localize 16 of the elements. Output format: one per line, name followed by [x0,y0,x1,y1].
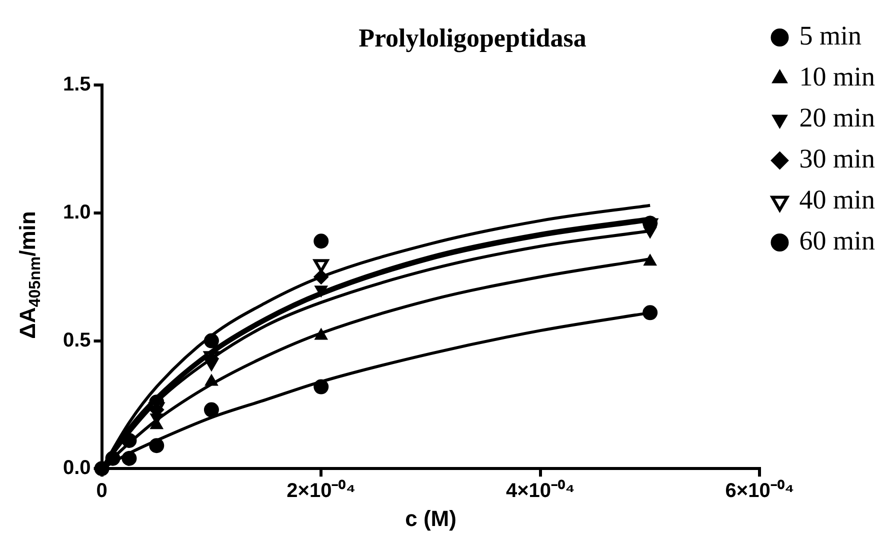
x-tick-label: 0 [96,480,108,502]
y-tick-label: 1.5 [62,74,91,96]
y-tick-label: 0.5 [62,329,91,352]
legend-label: 20 min [799,102,876,133]
legend-label: 10 min [799,62,876,92]
y-tick-label: 0.0 [62,457,91,480]
chart-title: Prolyloligopeptidasa [358,23,586,52]
legend-label: 60 min [799,226,876,256]
legend-label: 5 min [799,20,862,51]
legend-label: 40 min [799,184,876,215]
y-tick-label: 1.0 [62,202,91,224]
x-tick-label: 6×10⁻⁰⁴ [725,479,794,502]
x-tick-label: 4×10⁻⁰⁴ [506,479,575,502]
x-axis-title: c (M) [405,506,456,531]
x-tick-label: 2×10⁻⁰⁴ [286,479,356,502]
legend-label: 30 min [799,144,876,174]
